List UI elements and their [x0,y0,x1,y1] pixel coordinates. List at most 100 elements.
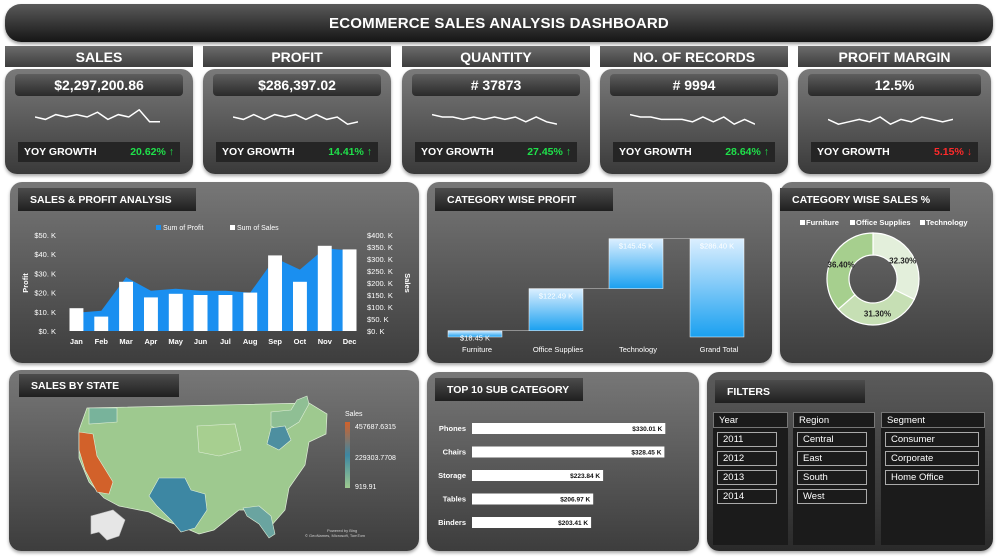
yoy-value: 27.45% ↑ [527,146,571,158]
kpi-value-records: # 9994 [610,74,778,96]
kpi-yoy-sales: YOY GROWTH 20.62% ↑ [18,142,180,162]
legend-sales-swatch [230,225,235,230]
subcategory-label-chairs: Chairs [443,448,466,457]
kpi-yoy-profit: YOY GROWTH 14.41% ↑ [216,142,378,162]
filters-panel: FILTERS Year 2011 2012 2013 2014 Region … [707,372,993,551]
kpi-card-profit-margin: 12.5% YOY GROWTH 5.15% ↓ [798,69,991,174]
sales-bar-jul [218,295,233,331]
waterfall-bar-furniture [447,330,503,338]
donut-legend-office-supplies: Office Supplies [856,218,911,227]
map-washington [88,407,118,425]
map-alaska [90,509,126,541]
kpi-yoy-profit-margin: YOY GROWTH 5.15% ↓ [811,142,978,162]
sales-by-state-panel: SALES BY STATE Sales 457687.6315 229303.… [9,370,419,551]
x-tick-apr: Apr [144,337,157,346]
map-legend-gradient [345,422,350,488]
region-option-west[interactable]: West [797,489,867,504]
map-florida [242,505,276,539]
waterfall-x-label: Grand Total [700,345,739,354]
right-tick: $400. K [367,231,393,240]
legend-sales-label: Sum of Sales [237,225,279,232]
kpi-sparkline-line [630,113,755,126]
y-axis-label-sales: Sales [403,273,412,293]
region-option-south[interactable]: South [797,470,867,485]
yoy-label: YOY GROWTH [222,146,295,158]
us-map[interactable]: Sales 457687.6315 229303.7708 919.91 Pow… [9,370,419,551]
subcategory-chart: Phones $330.01 K Chairs $328.45 K Storage $22… [438,423,666,528]
region-option-central[interactable]: Central [797,432,867,447]
donut-legend-swatch [920,220,925,225]
right-tick: $50. K [367,315,389,324]
legend-profit-swatch [156,225,161,230]
donut-label: 32.30% [889,257,916,266]
waterfall-label: $18.45 K [460,334,490,343]
sales-bar-jun [193,295,208,331]
kpi-sparkline-line [432,113,557,125]
category-sales-panel: CATEGORY WISE SALES % Furniture Office Su… [780,182,993,363]
category-profit-panel: CATEGORY WISE PROFIT $18.45 K Furniture $1… [427,182,772,363]
yoy-value: 14.41% ↑ [328,146,372,158]
yoy-label: YOY GROWTH [817,146,890,158]
yoy-value: 20.62% ↑ [130,146,174,158]
sales-bar-aug [243,292,258,331]
year-option-2012[interactable]: 2012 [717,451,777,466]
y-axis-label-profit: Profit [21,273,30,293]
left-tick: $50. K [34,231,56,240]
kpi-header-records: NO. OF RECORDS [600,46,788,67]
map-legend-title: Sales [345,411,363,418]
segment-option-consumer[interactable]: Consumer [885,432,979,447]
segment-filter: Segment Consumer Corporate Home Office [881,412,985,545]
waterfall-x-label: Furniture [462,345,492,354]
kpi-sparkline-line [233,113,358,126]
year-filter-header: Year [713,412,788,428]
left-tick: $20. K [34,289,56,298]
left-tick: $0. K [38,327,56,336]
sales-profit-title: SALES & PROFIT ANALYSIS [18,188,196,211]
segment-option-corporate[interactable]: Corporate [885,451,979,466]
right-tick: $100. K [367,303,393,312]
sales-profit-chart: Sum of Profit Sum of Sales Jan Feb Mar Apr May… [21,225,412,346]
donut-label: 31.30% [864,310,891,319]
legend-profit-label: Sum of Profit [163,225,204,232]
kpi-yoy-quantity: YOY GROWTH 27.45% ↑ [415,142,577,162]
waterfall-x-label: Office Supplies [533,345,584,354]
region-option-east[interactable]: East [797,451,867,466]
year-option-2014[interactable]: 2014 [717,489,777,504]
left-tick: $30. K [34,269,56,278]
subcategory-value-storage: $223.84 K [570,473,600,480]
subcategory-title: TOP 10 SUB CATEGORY [435,378,583,401]
subcategory-label-binders: Binders [438,518,466,527]
waterfall-label: $145.45 K [619,242,653,251]
kpi-sparkline-line [828,116,953,126]
subcategory-label-storage: Storage [438,471,466,480]
yoy-label: YOY GROWTH [421,146,494,158]
kpi-yoy-records: YOY GROWTH 28.64% ↑ [613,142,775,162]
right-tick: $250. K [367,267,393,276]
category-profit-chart: $18.45 K Furniture $122.49 K Office Supplie… [447,238,745,354]
donut-label: 36.40% [828,261,855,270]
kpi-sparkline-sales [35,109,160,123]
waterfall-label: $286.40 K [700,242,734,251]
subcategory-bar-tables [472,493,594,505]
map-legend-min: 919.91 [355,484,377,491]
map-texas [148,477,208,533]
x-tick-aug: Aug [243,337,258,346]
x-tick-jul: Jul [220,337,231,346]
kpi-header-profit-margin: PROFIT MARGIN [798,46,991,67]
subcategory-bar-storage [472,470,604,481]
kpi-sparkline-profit-margin [828,116,953,126]
donut-slice-technology [826,232,874,311]
subcategory-value-chairs: $328.45 K [631,450,661,457]
subcategory-label-tables: Tables [443,495,466,504]
year-option-2011[interactable]: 2011 [717,432,777,447]
kpi-sparkline-quantity [432,113,557,125]
x-tick-feb: Feb [95,337,109,346]
category-profit-title: CATEGORY WISE PROFIT [435,188,613,211]
subcategory-bar-phones [472,423,666,434]
year-option-2013[interactable]: 2013 [717,470,777,485]
x-tick-mar: Mar [119,337,132,346]
map-credit-line-2: © GeoNames, Microsoft, TomTom [305,533,366,538]
subcategory-value-binders: $203.41 K [558,520,588,527]
segment-option-home-office[interactable]: Home Office [885,470,979,485]
category-sales-title: CATEGORY WISE SALES % [780,188,950,211]
